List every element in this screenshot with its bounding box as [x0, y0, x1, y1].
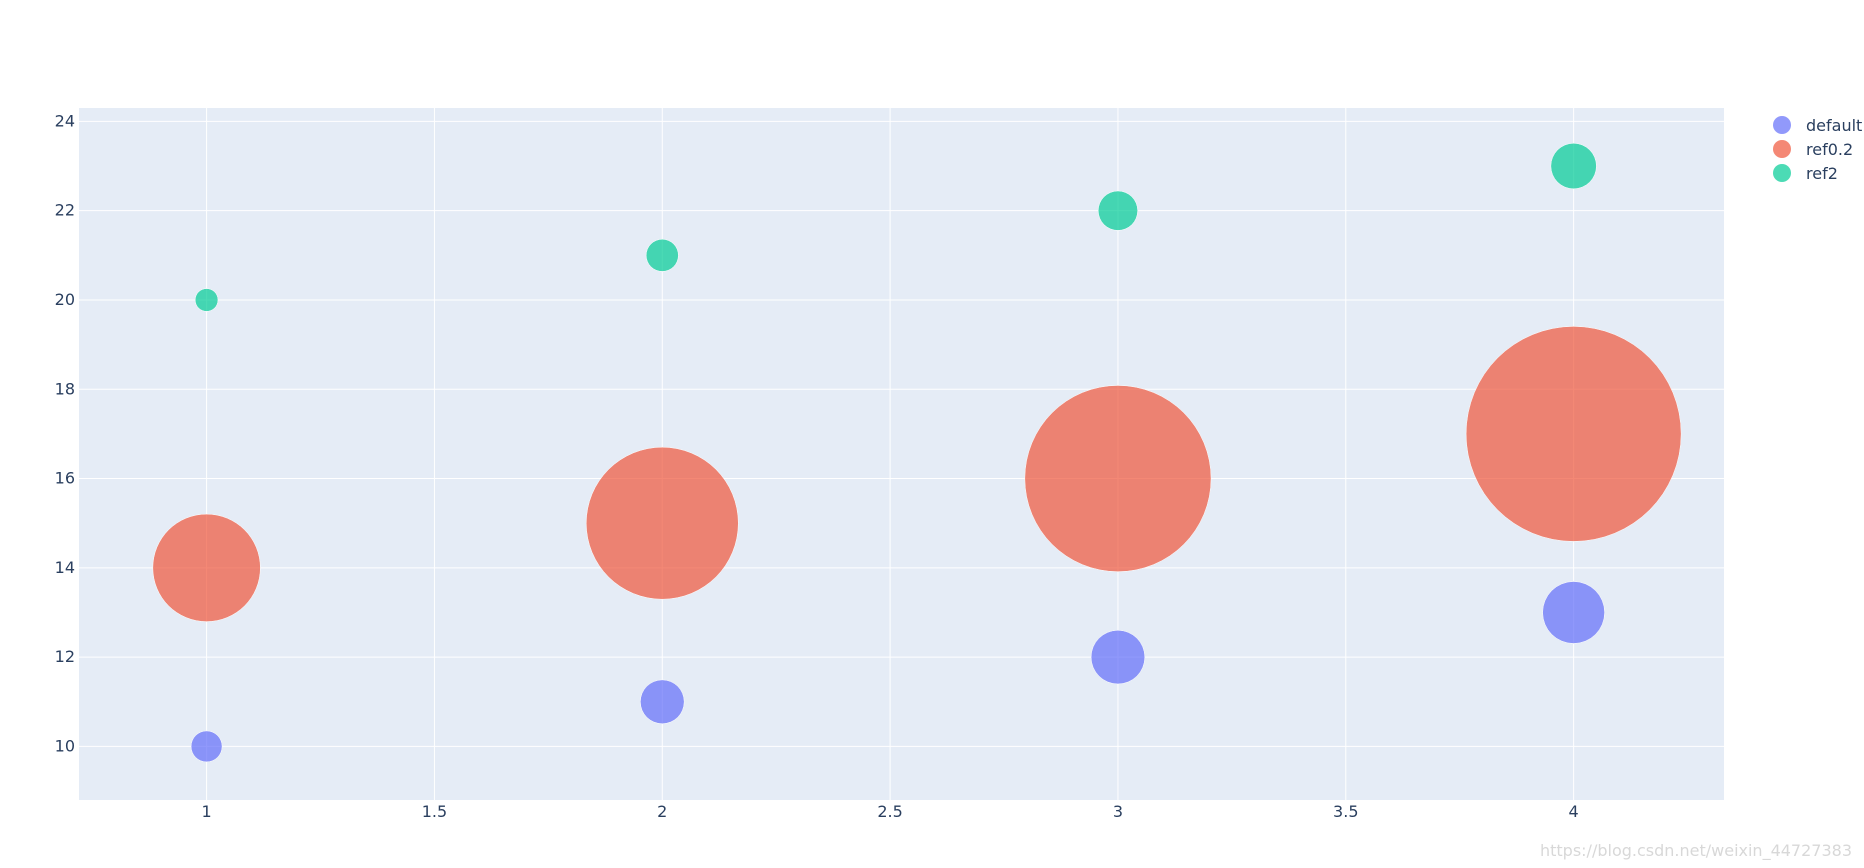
legend-marker — [1773, 164, 1791, 182]
x-tick-label: 3 — [1113, 802, 1123, 821]
bubble-ref0.2-1 — [152, 513, 261, 622]
legend[interactable]: default ref0.2 ref2 — [1773, 116, 1862, 183]
legend-marker — [1773, 116, 1791, 134]
gridlines — [79, 108, 1724, 800]
legend-item-ref0.2[interactable]: ref0.2 — [1773, 140, 1853, 159]
bubble-ref2-1 — [194, 288, 219, 312]
plot-background — [79, 108, 1724, 800]
x-tick-label: 3.5 — [1333, 802, 1358, 821]
legend-label: ref2 — [1806, 164, 1838, 183]
tick-labels: 1 1.5 2 2.5 3 3.5 4 10 12 14 16 18 20 22 24 — [55, 111, 1579, 821]
legend-item-default[interactable]: default — [1773, 116, 1862, 135]
y-tick-label: 18 — [55, 379, 75, 398]
y-tick-label: 16 — [55, 469, 75, 488]
bubble-ref2-2 — [645, 238, 679, 272]
x-tick-label: 2 — [657, 802, 667, 821]
y-tick-label: 22 — [55, 201, 75, 220]
y-tick-label: 20 — [55, 290, 75, 309]
legend-label: ref0.2 — [1806, 140, 1853, 159]
legend-label: default — [1806, 116, 1862, 135]
bubble-ref2-4 — [1550, 143, 1597, 190]
data-points — [152, 143, 1682, 763]
bubble-ref0.2-2 — [585, 446, 739, 600]
y-tick-label: 14 — [55, 558, 75, 577]
watermark: https://blog.csdn.net/weixin_44727383 — [1540, 841, 1852, 861]
x-tick-label: 1 — [201, 802, 211, 821]
legend-marker — [1773, 140, 1791, 158]
y-tick-label: 24 — [55, 111, 75, 130]
bubble-ref0.2-4 — [1465, 326, 1682, 542]
x-tick-label: 2.5 — [877, 802, 902, 821]
bubble-default-2 — [640, 679, 685, 724]
bubble-default-1 — [190, 730, 223, 763]
y-tick-label: 10 — [55, 736, 75, 755]
x-tick-label: 1.5 — [422, 802, 447, 821]
bubble-ref0.2-3 — [1024, 385, 1212, 572]
bubble-default-3 — [1090, 630, 1146, 685]
bubble-default-4 — [1542, 581, 1605, 644]
bubble-ref2-3 — [1097, 190, 1138, 231]
legend-item-ref2[interactable]: ref2 — [1773, 164, 1838, 183]
y-tick-label: 12 — [55, 647, 75, 666]
x-tick-label: 4 — [1569, 802, 1579, 821]
